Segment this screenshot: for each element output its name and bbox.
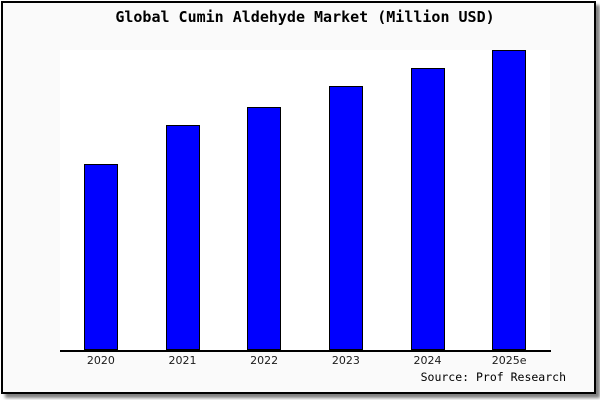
x-tick-label-2021: 2021: [168, 354, 197, 367]
x-tick-label-2023: 2023: [331, 354, 360, 367]
bar-2025e: [492, 50, 527, 350]
bar-2023: [328, 86, 363, 350]
bar-2022: [247, 107, 282, 350]
plot-area: [60, 50, 550, 350]
bar-2021: [165, 125, 200, 350]
x-tick-label-2020: 2020: [86, 354, 115, 367]
bar-2024: [410, 68, 445, 350]
x-tick-label-2024: 2024: [413, 354, 442, 367]
x-axis-line: [60, 350, 551, 352]
chart-frame: Global Cumin Aldehyde Market (Million US…: [1, 1, 596, 394]
x-axis-labels: 2020 2021 2022 2023 2024 2025e: [60, 354, 550, 370]
x-tick-label-2022: 2022: [250, 354, 279, 367]
x-tick-label-2025e: 2025e: [491, 354, 527, 367]
source-attribution: Source: Prof Research: [420, 370, 566, 384]
bar-2020: [83, 164, 118, 350]
chart-title: Global Cumin Aldehyde Market (Million US…: [115, 8, 495, 26]
